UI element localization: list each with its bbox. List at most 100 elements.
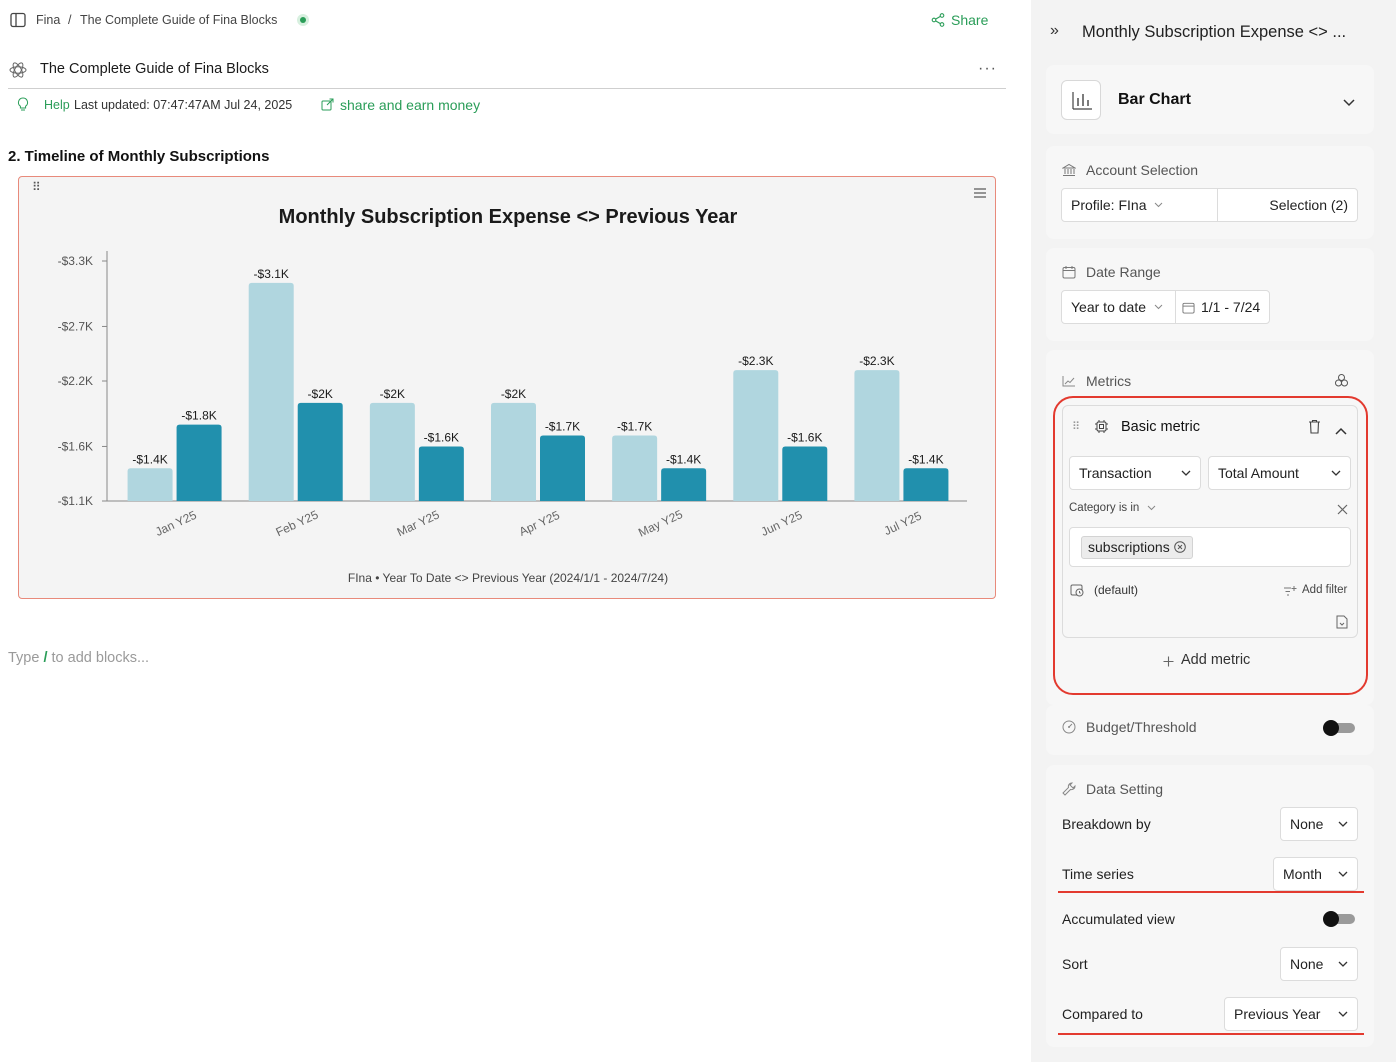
remove-filter-icon[interactable] [1337,502,1348,520]
bar [540,435,585,501]
compared-select[interactable]: Previous Year [1224,997,1358,1031]
lightbulb-icon [17,97,29,112]
bar [248,282,294,501]
x-tick-label: Feb Y25 [274,507,321,539]
x-tick-label: Jul Y25 [882,508,924,538]
y-tick-label: -$1.1K [58,494,93,508]
plus-icon [1163,654,1174,672]
budget-card: Budget/Threshold [1046,705,1374,755]
highlight-underline [1058,891,1364,893]
metric-aggregation-select[interactable]: Total Amount [1208,456,1351,490]
chevron-down-icon [1155,202,1163,208]
metric-chip-icon [1094,419,1109,439]
basic-metric-label: Basic metric [1121,419,1200,435]
chip-close-icon[interactable] [1173,541,1186,553]
chart-block[interactable]: ⠿ Monthly Subscription Expense <> Previo… [18,176,996,599]
breakdown-label: Breakdown by [1062,816,1151,832]
add-filter-button[interactable]: Add filter [1302,584,1348,596]
breakdown-select[interactable]: None [1280,807,1358,841]
wrench-icon [1062,782,1076,801]
trash-icon[interactable] [1308,419,1321,439]
sort-select[interactable]: None [1280,947,1358,981]
document-icon[interactable] [1336,615,1348,634]
chevron-down-icon [1147,505,1155,511]
data-label: -$3.1K [254,267,289,281]
data-label: -$2K [501,387,526,401]
section-heading: 2. Timeline of Monthly Subscriptions [8,148,270,165]
filter-operator-select[interactable]: Category is in [1069,502,1156,514]
chart-subtitle: FIna • Year To Date <> Previous Year (20… [348,571,668,585]
last-updated-text: Last updated: 07:47:47AM Jul 24, 2025 [74,98,293,112]
bar [491,402,536,501]
chart-menu-icon[interactable] [974,188,986,198]
bar [661,468,707,501]
data-label: -$1.7K [617,420,652,434]
default-date-label: (default) [1094,583,1139,597]
placeholder-slash: / [43,650,48,666]
metric-source-value: Transaction [1079,465,1152,481]
data-setting-label: Data Setting [1086,781,1164,797]
profile-select[interactable]: Profile: FIna [1061,188,1218,222]
y-tick-label: -$2.2K [58,374,93,388]
more-options-button[interactable]: ··· [978,60,997,77]
collapse-panel-icon[interactable]: » [1050,22,1059,39]
breadcrumb-root[interactable]: Fina [36,13,61,27]
metrics-settings-icon[interactable] [1334,373,1349,393]
data-label: -$1.7K [545,420,580,434]
bar [733,370,779,501]
chevron-up-icon[interactable] [1335,422,1347,440]
bar [612,435,658,501]
sidebar-toggle-icon[interactable] [10,12,26,28]
filter-chip: subscriptions [1081,536,1193,559]
selection-button[interactable]: Selection (2) [1217,188,1358,222]
external-link-icon [321,98,334,111]
metric-source-select[interactable]: Transaction [1069,456,1201,490]
calendar-icon [1062,265,1076,284]
chevron-down-icon [1343,94,1355,112]
breakdown-value: None [1290,816,1324,832]
sort-label: Sort [1062,956,1088,972]
accumulated-toggle[interactable] [1323,911,1355,927]
highlight-annotation [1053,396,1368,695]
chevron-down-icon [1338,1011,1348,1017]
share-earn-link[interactable]: share and earn money [340,97,481,113]
add-metric-button[interactable]: Add metric [1181,652,1251,668]
add-block-placeholder[interactable]: Type / to add blocks... [8,650,149,666]
x-tick-label: Jun Y25 [759,508,805,539]
doc-title[interactable]: The Complete Guide of Fina Blocks [40,61,269,77]
time-series-value: Month [1283,866,1322,882]
x-tick-label: May Y25 [636,507,685,540]
share-icon[interactable] [931,13,945,27]
help-link[interactable]: Help [44,98,70,112]
profile-select-value: Profile: FIna [1071,197,1147,213]
y-tick-label: -$2.7K [58,319,93,333]
data-label: -$1.4K [132,452,167,466]
data-label: -$2K [380,387,405,401]
data-label: -$2.3K [738,354,773,368]
budget-toggle[interactable] [1323,720,1355,736]
account-selection-label: Account Selection [1086,162,1199,178]
drag-handle-icon[interactable]: ⠿ [32,180,41,194]
chart-type-selector[interactable]: Bar Chart [1046,65,1374,134]
budget-label: Budget/Threshold [1086,719,1197,735]
data-label: -$1.8K [181,409,216,423]
time-series-label: Time series [1062,866,1134,882]
highlight-underline [1058,1033,1364,1035]
breadcrumb-page[interactable]: The Complete Guide of Fina Blocks [80,13,278,27]
time-series-select[interactable]: Month [1273,857,1358,891]
placeholder-prefix: Type [8,650,40,666]
bar [369,402,415,501]
date-preset-select[interactable]: Year to date [1061,290,1176,324]
placeholder-suffix: to add blocks... [51,650,150,666]
calendar-icon [1182,302,1195,314]
date-value-button[interactable]: 1/1 - 7/24 [1175,290,1270,324]
drag-handle-icon[interactable]: ⠿ [1072,421,1081,433]
bar [418,446,464,501]
date-preset-value: Year to date [1071,299,1146,315]
bar [903,468,949,501]
share-button[interactable]: Share [951,12,989,28]
filter-label: Category is in [1069,502,1140,514]
filter-values-input[interactable]: subscriptions [1069,527,1351,567]
add-filter-icon [1283,584,1297,602]
chevron-down-icon [1154,304,1163,310]
